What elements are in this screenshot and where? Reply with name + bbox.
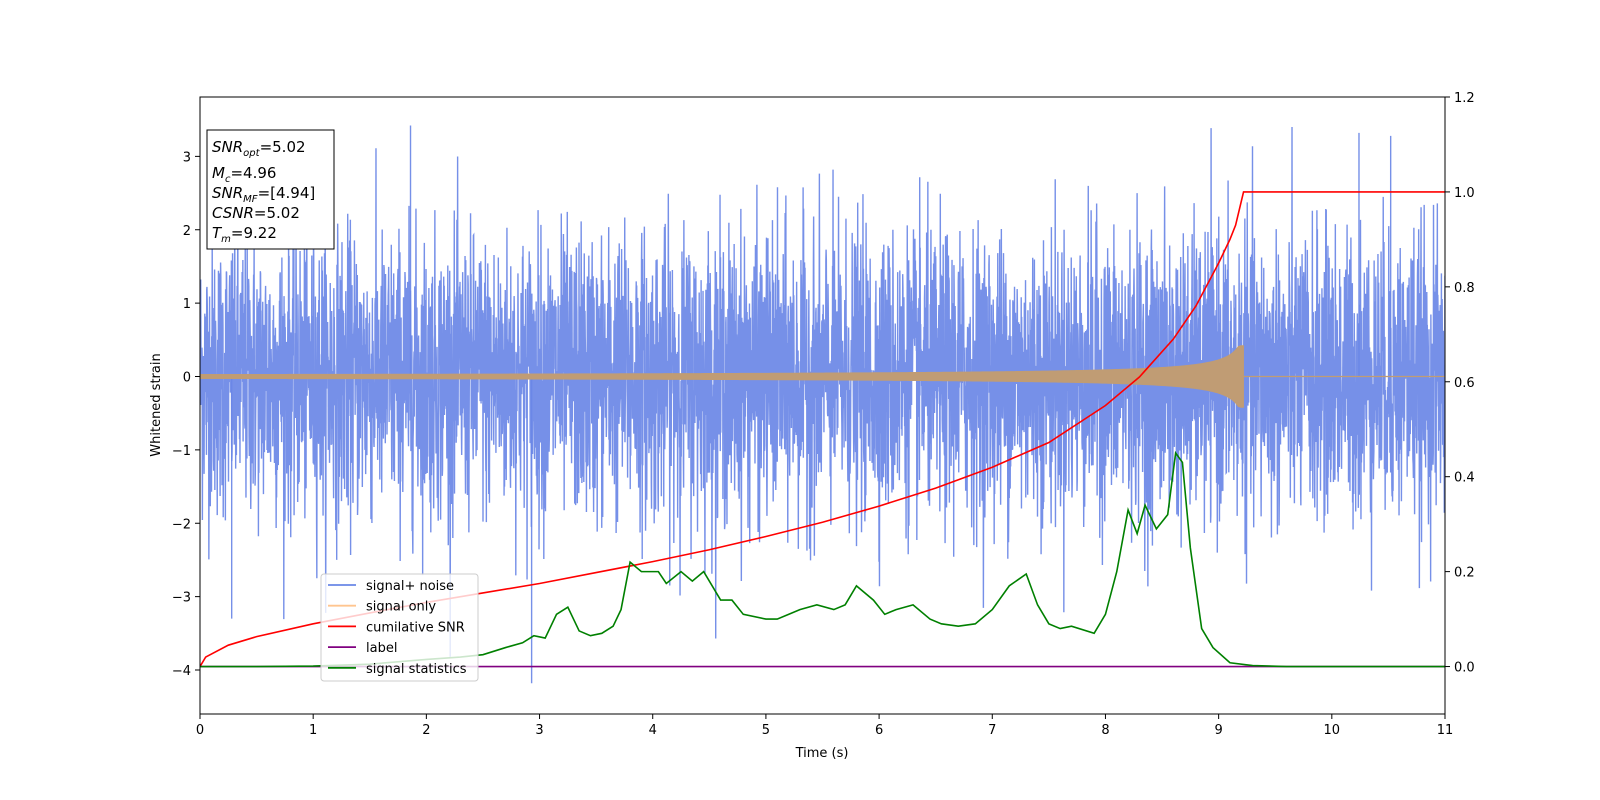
series-signal-only (200, 345, 1244, 408)
y2-tick-label: 0.0 (1454, 661, 1475, 676)
y-axis-label: Whitened strain (149, 353, 164, 456)
y-tick-label: −3 (172, 591, 191, 606)
legend-label: cumilative SNR (366, 620, 465, 635)
stats-snr-mf: SNRMF=[4.94] (212, 184, 315, 205)
legend: signal+ noise signal only cumilative SNR la… (320, 573, 479, 682)
legend-frame (320, 573, 479, 682)
stats-snr-opt: SNRopt=5.02 (212, 138, 306, 159)
x-tick-label: 11 (1437, 723, 1454, 738)
axis-ticks: 0 1 2 3 4 5 6 7 8 9 10 11 −4 −3 −2 −1 0 1 2 3 0.0 0.2 0.4 0.6 0.… (172, 91, 1475, 738)
x-tick-label: 2 (422, 723, 430, 738)
y2-tick-label: 0.4 (1454, 471, 1475, 486)
legend-label: signal statistics (366, 662, 467, 677)
x-tick-label: 1 (309, 723, 317, 738)
legend-label: signal+ noise (366, 579, 454, 594)
stats-tm: Tm=9.22 (212, 224, 277, 245)
series-signal-statistics (200, 450, 1445, 668)
y-tick-label: −1 (172, 444, 191, 459)
y2-tick-label: 1.0 (1454, 186, 1475, 201)
y-tick-label: 2 (183, 224, 191, 239)
x-tick-label: 6 (875, 723, 883, 738)
x-tick-label: 0 (196, 723, 204, 738)
x-tick-label: 10 (1324, 723, 1341, 738)
x-tick-label: 8 (1101, 723, 1109, 738)
stats-box: SNRopt=5.02 Mc=4.96 SNRMF=[4.94] CSNR=5.… (206, 129, 335, 250)
x-axis-label: Time (s) (795, 746, 849, 761)
stats-csnr: CSNR=5.02 (212, 204, 300, 222)
y2-tick-label: 0.8 (1454, 281, 1475, 296)
axes-frame (199, 96, 1446, 715)
x-tick-label: 7 (988, 723, 996, 738)
y2-tick-label: 1.2 (1454, 91, 1475, 106)
y-tick-label: 0 (183, 371, 191, 386)
y-tick-label: −2 (172, 517, 191, 532)
legend-label: signal only (366, 600, 436, 615)
y-tick-label: 3 (183, 150, 191, 165)
x-tick-label: 5 (762, 723, 770, 738)
x-tick-label: 4 (649, 723, 657, 738)
x-tick-label: 3 (535, 723, 543, 738)
x-tick-label: 9 (1214, 723, 1222, 738)
legend-label: label (366, 641, 397, 656)
y2-tick-label: 0.6 (1454, 376, 1475, 391)
y2-tick-label: 0.2 (1454, 566, 1475, 581)
y-tick-label: 1 (183, 297, 191, 312)
y-tick-label: −4 (172, 664, 191, 679)
stats-mc: Mc=4.96 (212, 164, 276, 185)
